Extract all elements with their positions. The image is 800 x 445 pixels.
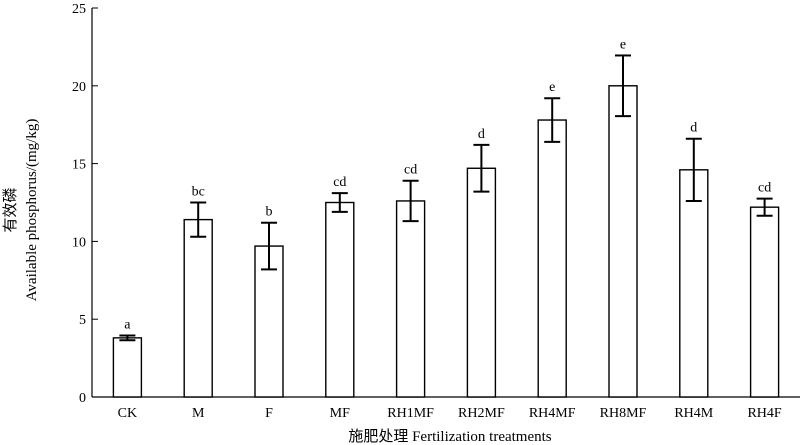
bar [466, 167, 497, 398]
bar [679, 169, 709, 398]
y-tick-label: 5 [79, 313, 86, 328]
x-ticks: CK M F MF RH1MF RH2MF RH4MF RH8MF RH4M RH4F [118, 406, 782, 421]
significance-label: d [690, 121, 697, 136]
significance-label: d [478, 127, 485, 142]
bar [254, 245, 284, 398]
y-tick-label: 10 [72, 235, 86, 250]
x-tick-label: CK [118, 406, 137, 421]
bar [749, 206, 780, 398]
x-tick-label: RH4MF [529, 406, 576, 421]
y-tick-label: 20 [72, 80, 86, 95]
x-tick-label: MF [330, 406, 350, 421]
significance-label: cd [333, 175, 346, 190]
y-tick-label: 25 [72, 2, 86, 17]
y-tick-label: 15 [72, 158, 86, 173]
y-axis-title-cn: 有效磷 [2, 187, 19, 232]
x-tick-label: RH4M [674, 406, 713, 421]
x-tick-label: RH8MF [600, 406, 647, 421]
bar [183, 218, 213, 398]
bar [325, 201, 355, 398]
significance-label: cd [404, 163, 417, 178]
significance-label: e [620, 37, 626, 52]
x-tick-label: RH1MF [387, 406, 434, 421]
significance-label: b [266, 205, 273, 220]
bar [112, 337, 143, 398]
significance-label: bc [192, 185, 205, 200]
x-tick-label: M [192, 406, 205, 421]
bars: a bc b cd cd d e e d cd [112, 37, 780, 398]
bar [395, 200, 426, 398]
significance-label: cd [758, 181, 771, 196]
x-tick-label: F [265, 406, 273, 421]
x-tick-label: RH4F [747, 406, 781, 421]
bar [608, 85, 638, 398]
bar [537, 119, 567, 398]
y-ticks: 0 5 10 15 20 25 [72, 2, 98, 406]
x-axis-title: 施肥处理 Fertilization treatments [348, 428, 551, 445]
y-axis-title: Available phosphorus/(mg/kg) [24, 119, 40, 302]
significance-label: e [549, 80, 555, 95]
x-tick-label: RH2MF [458, 406, 505, 421]
y-tick-label: 0 [79, 391, 86, 406]
significance-label: a [124, 318, 131, 333]
